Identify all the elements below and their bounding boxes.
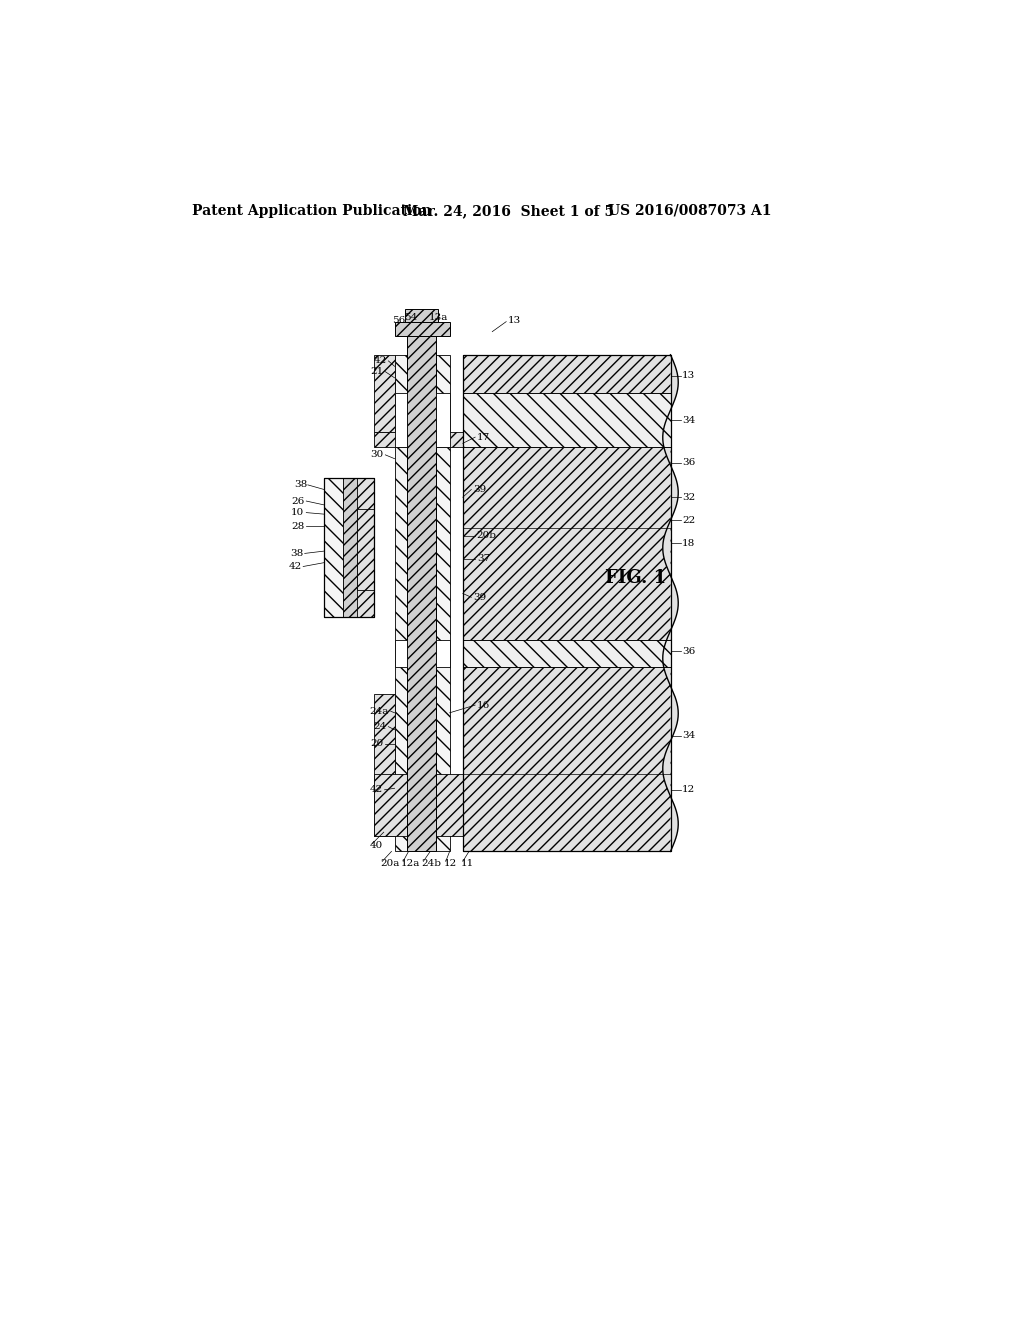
Text: 11: 11	[461, 859, 474, 869]
Text: 54: 54	[403, 313, 417, 322]
Text: Patent Application Publication: Patent Application Publication	[191, 203, 431, 218]
Text: 38: 38	[294, 480, 307, 490]
Text: 24a: 24a	[370, 706, 389, 715]
Text: 12: 12	[444, 859, 458, 869]
Text: 30: 30	[371, 450, 384, 459]
Text: 18: 18	[682, 539, 695, 548]
Bar	[394, 322, 450, 335]
Bar	[463, 393, 671, 447]
Bar	[463, 640, 671, 667]
Text: US 2016/0087073 A1: US 2016/0087073 A1	[608, 203, 772, 218]
Text: 10: 10	[291, 508, 304, 517]
Bar	[324, 478, 374, 616]
Text: 42: 42	[370, 785, 383, 795]
Bar	[343, 478, 356, 616]
Text: 13: 13	[682, 371, 695, 380]
Text: 37: 37	[477, 554, 490, 564]
Bar	[394, 393, 407, 447]
Text: 24b: 24b	[421, 859, 441, 869]
Bar	[324, 478, 374, 616]
Bar	[463, 447, 671, 640]
Bar	[435, 640, 450, 667]
Bar	[463, 640, 671, 667]
Bar	[324, 478, 343, 616]
Text: 40: 40	[370, 841, 383, 850]
Text: 20a: 20a	[380, 859, 399, 869]
Bar	[404, 309, 438, 322]
Text: 22: 22	[682, 516, 695, 525]
Bar	[463, 355, 671, 447]
Text: Mar. 24, 2016  Sheet 1 of 5: Mar. 24, 2016 Sheet 1 of 5	[403, 203, 614, 218]
Text: 36: 36	[682, 647, 695, 656]
Text: 42: 42	[289, 562, 302, 572]
Text: FIG. 1: FIG. 1	[604, 569, 666, 587]
Bar	[435, 355, 450, 851]
Bar	[435, 393, 450, 447]
Bar	[374, 775, 463, 836]
Bar	[463, 393, 671, 447]
Text: 20: 20	[371, 739, 384, 748]
Bar	[374, 693, 394, 836]
Bar	[374, 355, 394, 432]
Text: 16: 16	[477, 701, 490, 710]
Text: 38: 38	[290, 549, 303, 558]
Text: 21: 21	[371, 367, 384, 376]
Polygon shape	[663, 355, 678, 851]
Text: 28: 28	[292, 521, 305, 531]
Text: 42: 42	[374, 356, 387, 366]
Text: 56: 56	[392, 315, 406, 325]
Text: 26: 26	[292, 496, 305, 506]
Text: 39: 39	[473, 484, 486, 494]
Text: 12a: 12a	[400, 859, 420, 869]
Bar	[463, 355, 671, 851]
Bar	[356, 508, 374, 590]
Text: 39: 39	[473, 593, 486, 602]
Text: 12: 12	[682, 785, 695, 795]
Bar	[463, 355, 671, 851]
Text: 13a: 13a	[429, 313, 449, 322]
Bar	[407, 335, 435, 851]
Text: 20b: 20b	[477, 531, 497, 540]
Text: 24: 24	[374, 722, 387, 731]
Text: 32: 32	[682, 492, 695, 502]
Text: 34: 34	[682, 731, 695, 741]
Text: 34: 34	[682, 416, 695, 425]
Bar	[394, 355, 407, 851]
Bar	[463, 667, 671, 851]
Text: 17: 17	[477, 433, 490, 442]
Bar	[374, 432, 463, 447]
Text: 36: 36	[682, 458, 695, 467]
Bar	[394, 640, 407, 667]
Text: 13: 13	[508, 315, 521, 325]
